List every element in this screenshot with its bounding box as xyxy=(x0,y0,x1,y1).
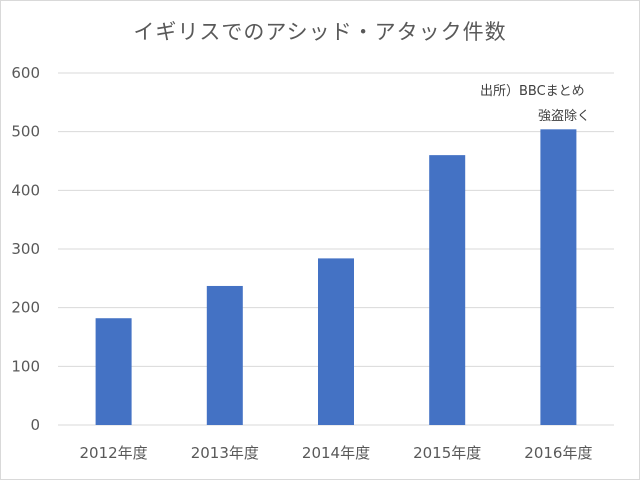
y-tick-label: 200 xyxy=(11,299,40,317)
x-tick-label: 2014年度 xyxy=(302,444,370,462)
y-tick-label: 100 xyxy=(11,357,40,375)
bar xyxy=(318,258,354,425)
bar xyxy=(95,318,132,425)
y-tick-label: 400 xyxy=(11,181,40,199)
x-tick-label: 2016年度 xyxy=(524,444,592,462)
y-tick-label: 600 xyxy=(11,64,40,82)
chart-title: イギリスでのアシッド・アタック件数 xyxy=(133,20,507,44)
x-tick-label: 2013年度 xyxy=(191,444,259,462)
source-annotation: 出所）BBCまとめ xyxy=(480,84,585,99)
y-tick-label: 500 xyxy=(11,123,40,141)
bar xyxy=(206,285,243,425)
bar xyxy=(540,129,577,425)
bar xyxy=(429,155,466,425)
x-tick-label: 2015年度 xyxy=(413,444,481,462)
y-tick-label: 0 xyxy=(30,416,40,434)
y-tick-label: 300 xyxy=(11,240,40,258)
x-tick-label: 2012年度 xyxy=(80,444,148,462)
exclusion-annotation: 強盗除く xyxy=(538,109,591,124)
